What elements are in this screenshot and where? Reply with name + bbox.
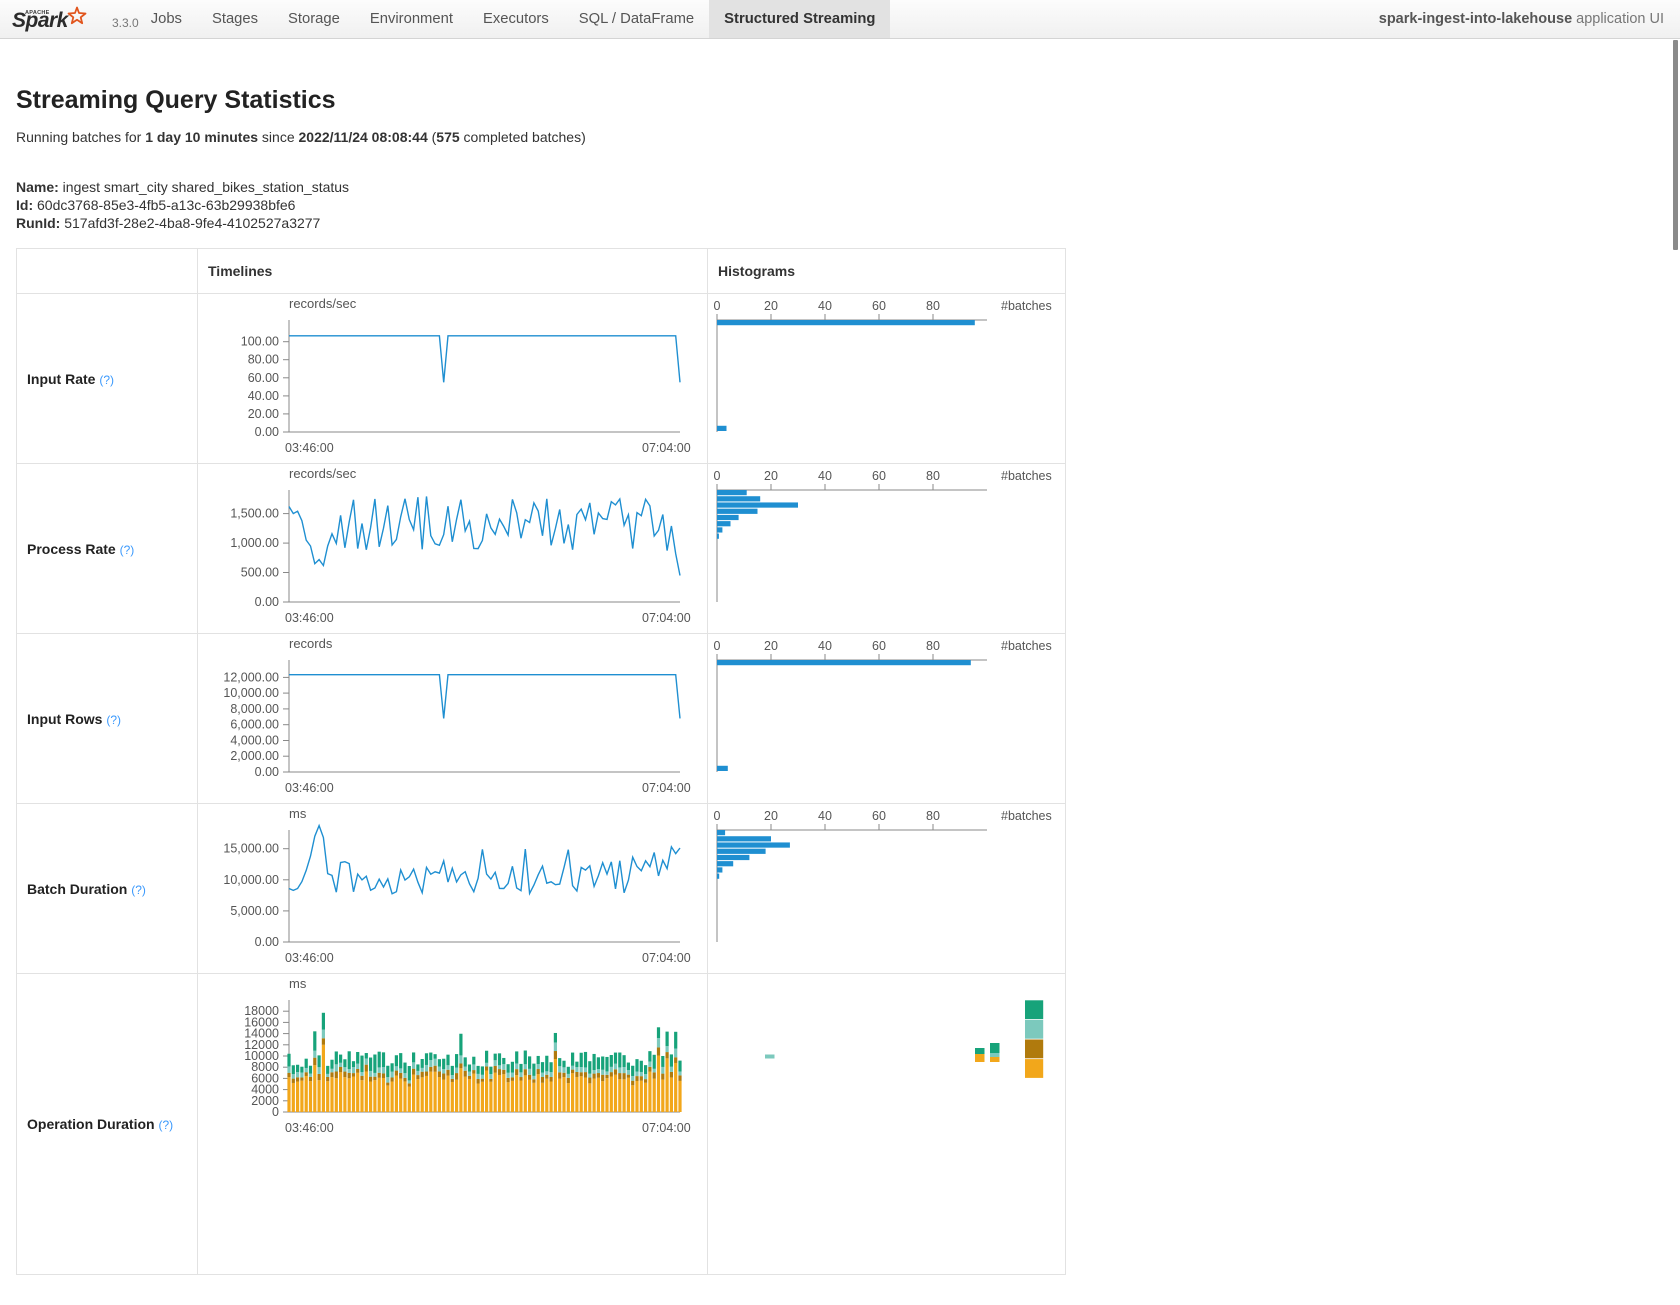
svg-text:records/sec: records/sec — [289, 466, 357, 481]
svg-text:20: 20 — [764, 299, 778, 313]
svg-text:07:04:00: 07:04:00 — [642, 951, 691, 965]
svg-text:10,000.00: 10,000.00 — [223, 873, 279, 887]
svg-text:15,000.00: 15,000.00 — [223, 842, 279, 856]
svg-text:#batches: #batches — [1001, 299, 1052, 313]
svg-text:60: 60 — [872, 299, 886, 313]
svg-text:1,500.00: 1,500.00 — [230, 507, 279, 521]
svg-text:40: 40 — [818, 299, 832, 313]
svg-text:80: 80 — [926, 299, 940, 313]
svg-text:60.00: 60.00 — [248, 371, 279, 385]
svg-text:records/sec: records/sec — [289, 296, 357, 311]
svg-text:18000: 18000 — [244, 1004, 279, 1018]
svg-text:0: 0 — [714, 809, 721, 823]
svg-text:07:04:00: 07:04:00 — [642, 1121, 691, 1135]
svg-text:100.00: 100.00 — [241, 335, 279, 349]
svg-text:07:04:00: 07:04:00 — [642, 441, 691, 455]
svg-text:0: 0 — [714, 299, 721, 313]
svg-text:#batches: #batches — [1001, 639, 1052, 653]
svg-text:20: 20 — [764, 809, 778, 823]
svg-text:0: 0 — [714, 639, 721, 653]
svg-text:80.00: 80.00 — [248, 353, 279, 367]
svg-text:20: 20 — [764, 469, 778, 483]
svg-text:80: 80 — [926, 809, 940, 823]
svg-text:6,000.00: 6,000.00 — [230, 718, 279, 732]
svg-text:ms: ms — [289, 806, 307, 821]
svg-text:8,000.00: 8,000.00 — [230, 702, 279, 716]
svg-text:12,000.00: 12,000.00 — [223, 670, 279, 684]
svg-text:APACHE: APACHE — [25, 10, 50, 16]
svg-text:5,000.00: 5,000.00 — [230, 904, 279, 918]
svg-text:03:46:00: 03:46:00 — [285, 611, 334, 625]
svg-text:0.00: 0.00 — [255, 425, 279, 439]
svg-text:80: 80 — [926, 639, 940, 653]
svg-text:40.00: 40.00 — [248, 389, 279, 403]
svg-text:03:46:00: 03:46:00 — [285, 781, 334, 795]
svg-text:80: 80 — [926, 469, 940, 483]
svg-text:60: 60 — [872, 809, 886, 823]
svg-text:ms: ms — [289, 976, 307, 991]
svg-text:#batches: #batches — [1001, 809, 1052, 823]
svg-text:03:46:00: 03:46:00 — [285, 1121, 334, 1135]
svg-text:40: 40 — [818, 639, 832, 653]
svg-text:60: 60 — [872, 639, 886, 653]
svg-text:0.00: 0.00 — [255, 765, 279, 779]
svg-text:20.00: 20.00 — [248, 407, 279, 421]
svg-text:0.00: 0.00 — [255, 595, 279, 609]
svg-text:03:46:00: 03:46:00 — [285, 441, 334, 455]
svg-text:500.00: 500.00 — [241, 566, 279, 580]
svg-text:07:04:00: 07:04:00 — [642, 611, 691, 625]
svg-text:07:04:00: 07:04:00 — [642, 781, 691, 795]
svg-text:#batches: #batches — [1001, 469, 1052, 483]
svg-text:0: 0 — [714, 469, 721, 483]
svg-text:2,000.00: 2,000.00 — [230, 749, 279, 763]
svg-text:4,000.00: 4,000.00 — [230, 734, 279, 748]
svg-text:60: 60 — [872, 469, 886, 483]
svg-text:1,000.00: 1,000.00 — [230, 536, 279, 550]
svg-text:20: 20 — [764, 639, 778, 653]
svg-text:0.00: 0.00 — [255, 935, 279, 949]
svg-text:40: 40 — [818, 469, 832, 483]
svg-text:records: records — [289, 636, 333, 651]
svg-text:40: 40 — [818, 809, 832, 823]
svg-text:10,000.00: 10,000.00 — [223, 686, 279, 700]
svg-text:03:46:00: 03:46:00 — [285, 951, 334, 965]
